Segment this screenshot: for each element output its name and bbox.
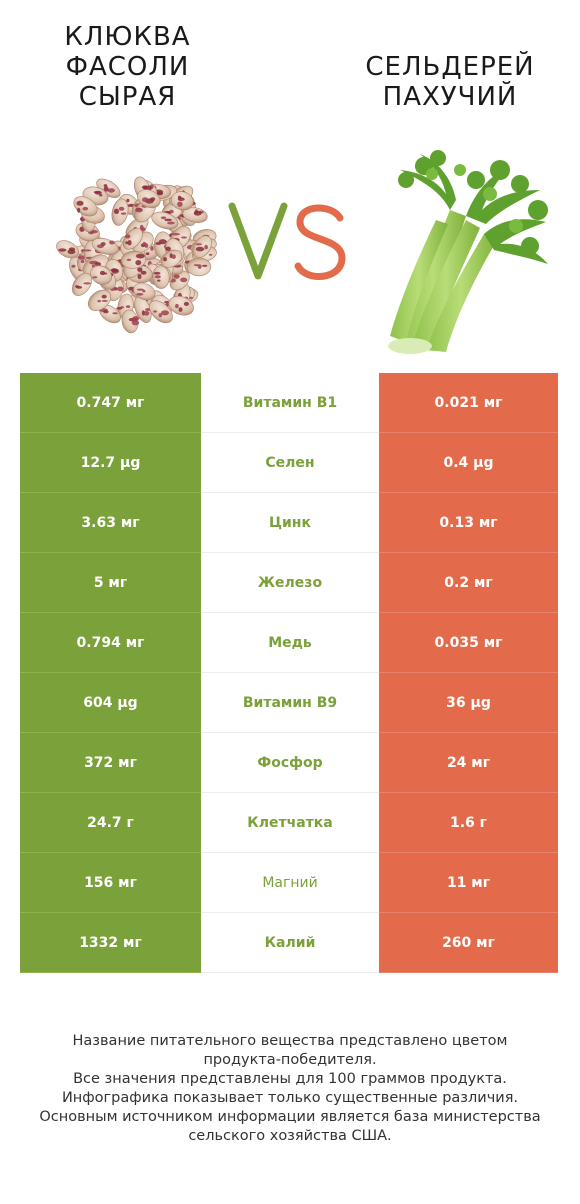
- table-row: 3.63 мг Цинк 0.13 мг: [20, 493, 558, 553]
- right-value-cell: 0.035 мг: [379, 613, 558, 673]
- left-value-cell: 3.63 мг: [20, 493, 201, 553]
- right-value-cell: 0.2 мг: [379, 553, 558, 613]
- left-food-title: КЛЮКВА ФАСОЛИ СЫРАЯ: [20, 22, 235, 112]
- nutrient-name-cell: Селен: [201, 433, 379, 493]
- left-value-cell: 604 µg: [20, 673, 201, 733]
- right-value-cell: 0.4 µg: [379, 433, 558, 493]
- footer-line: Инфографика показывает только существенн…: [61, 1090, 519, 1106]
- table-row: 156 мг Магний 11 мг: [20, 853, 558, 913]
- table-row: 0.747 мг Витамин B1 0.021 мг: [20, 373, 558, 433]
- footer-line: продукта-победителя.: [203, 1052, 377, 1068]
- nutrient-name-cell: Калий: [201, 913, 379, 973]
- left-title-line: СЫРАЯ: [78, 82, 177, 112]
- right-value-cell: 260 мг: [379, 913, 558, 973]
- left-value-cell: 12.7 µg: [20, 433, 201, 493]
- right-value-cell: 0.021 мг: [379, 373, 558, 433]
- beans-image: [56, 176, 217, 334]
- nutrient-name-cell: Витамин B9: [201, 673, 379, 733]
- footer-line: сельского хозяйства США.: [188, 1128, 392, 1144]
- nutrient-name-cell: Цинк: [201, 493, 379, 553]
- nutrient-name-cell: Железо: [201, 553, 379, 613]
- table-row: 604 µg Витамин B9 36 µg: [20, 673, 558, 733]
- celery-image: [388, 150, 548, 354]
- footer-notes: Название питательного вещества представл…: [20, 1032, 560, 1146]
- table-row: 24.7 г Клетчатка 1.6 г: [20, 793, 558, 853]
- nutrient-name-cell: Медь: [201, 613, 379, 673]
- vs-label: [228, 202, 346, 280]
- table-row: 12.7 µg Селен 0.4 µg: [20, 433, 558, 493]
- table-row: 372 мг Фосфор 24 мг: [20, 733, 558, 793]
- table-row: 5 мг Железо 0.2 мг: [20, 553, 558, 613]
- footer-line: Название питательного вещества представл…: [72, 1033, 508, 1049]
- table-row: 0.794 мг Медь 0.035 мг: [20, 613, 558, 673]
- left-value-cell: 24.7 г: [20, 793, 201, 853]
- right-value-cell: 1.6 г: [379, 793, 558, 853]
- left-value-cell: 5 мг: [20, 553, 201, 613]
- nutrient-comparison-table: 0.747 мг Витамин B1 0.021 мг 12.7 µg Селен 0.…: [20, 373, 558, 973]
- footer-line: Основным источником информации является …: [39, 1109, 541, 1125]
- right-food-title: СЕЛЬДЕРЕЙ ПАХУЧИЙ: [340, 52, 560, 112]
- left-title-line: ФАСОЛИ: [65, 52, 190, 82]
- left-value-cell: 156 мг: [20, 853, 201, 913]
- left-value-cell: 0.794 мг: [20, 613, 201, 673]
- right-value-cell: 11 мг: [379, 853, 558, 913]
- table-row: 1332 мг Калий 260 мг: [20, 913, 558, 973]
- right-title-line: ПАХУЧИЙ: [382, 82, 518, 112]
- left-title-line: КЛЮКВА: [64, 22, 191, 52]
- nutrient-name-cell: Фосфор: [201, 733, 379, 793]
- right-value-cell: 36 µg: [379, 673, 558, 733]
- nutrient-name-cell: Клетчатка: [201, 793, 379, 853]
- nutrient-name-cell: Витамин B1: [201, 373, 379, 433]
- right-value-cell: 24 мг: [379, 733, 558, 793]
- footer-line: Все значения представлены для 100 граммо…: [73, 1071, 507, 1087]
- nutrient-name-cell: Магний: [201, 853, 379, 913]
- left-value-cell: 372 мг: [20, 733, 201, 793]
- left-value-cell: 0.747 мг: [20, 373, 201, 433]
- right-title-line: СЕЛЬДЕРЕЙ: [365, 52, 535, 82]
- right-value-cell: 0.13 мг: [379, 493, 558, 553]
- left-value-cell: 1332 мг: [20, 913, 201, 973]
